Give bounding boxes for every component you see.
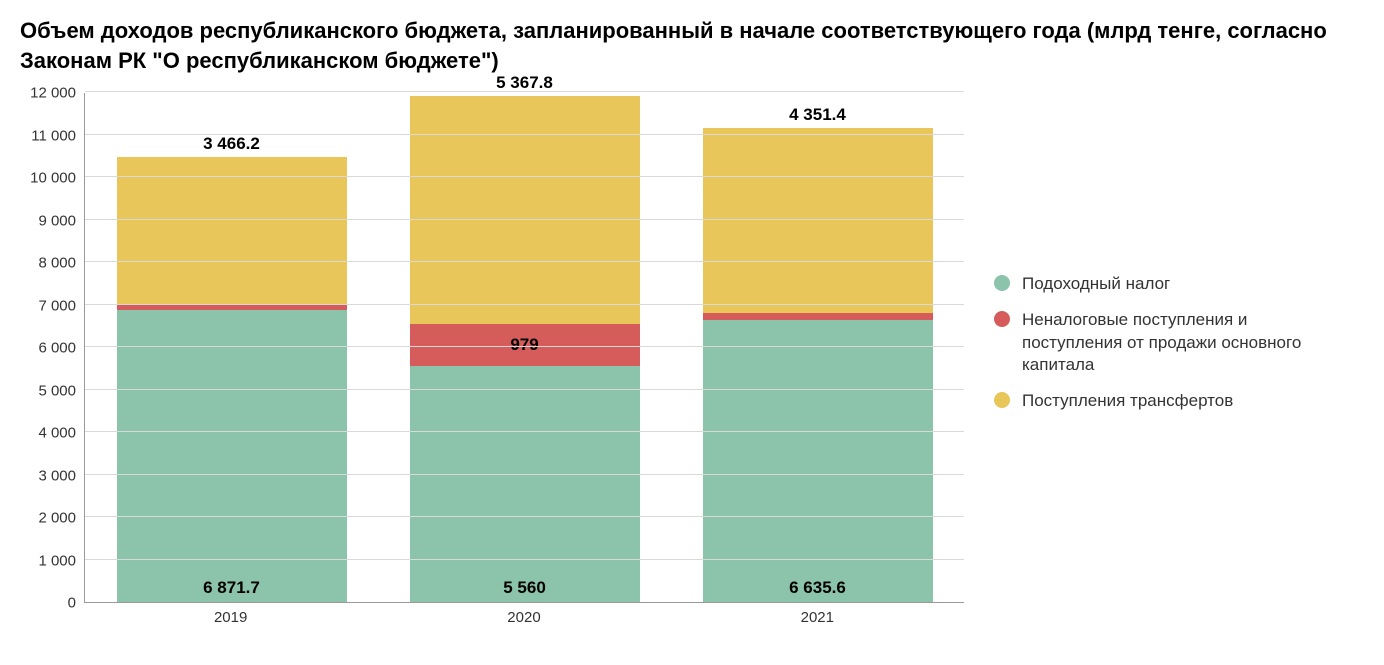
legend-swatch xyxy=(994,392,1010,408)
x-tick: 2021 xyxy=(702,609,932,626)
gridline xyxy=(85,134,964,135)
bar-segment-transfers: 3 466.2 xyxy=(117,157,347,304)
data-label: 5 367.8 xyxy=(496,73,553,93)
bar-segment-income_tax: 5 560 xyxy=(410,366,640,602)
gridline xyxy=(85,219,964,220)
gridline xyxy=(85,431,964,432)
chart-zone: 0 1 000 2 000 3 000 4 000 5 000 6 000 7 000 8 00… xyxy=(20,93,964,626)
legend-item: Поступления трансфертов xyxy=(994,390,1314,412)
gridline xyxy=(85,389,964,390)
bar-segment-non_tax xyxy=(703,313,933,320)
data-label: 5 560 xyxy=(503,578,546,598)
legend: Подоходный налог Неналоговые поступления … xyxy=(994,93,1314,425)
chart-container: Объем доходов республиканского бюджета, … xyxy=(20,16,1364,626)
legend-label: Подоходный налог xyxy=(1022,273,1170,295)
bar-segment-transfers: 4 351.4 xyxy=(703,128,933,313)
gridline xyxy=(85,304,964,305)
bar-column: 5 367.8 979 5 560 xyxy=(410,96,640,602)
bar-column: 4 351.4 6 635.6 xyxy=(703,128,933,602)
y-axis: 01 0002 0003 0004 0005 0006 0007 0008 00… xyxy=(20,93,76,603)
y-tick: 4 000 xyxy=(38,425,76,442)
gridline xyxy=(85,176,964,177)
gridline xyxy=(85,474,964,475)
y-tick: 1 000 xyxy=(38,552,76,569)
legend-swatch xyxy=(994,311,1010,327)
bar-segment-transfers: 5 367.8 xyxy=(410,96,640,324)
plot-area: 3 466.2 6 871.7 5 367.8 979 5 560 4 351.4 6 63… xyxy=(84,93,964,603)
chart-title: Объем доходов республиканского бюджета, … xyxy=(20,16,1364,75)
y-tick: 6 000 xyxy=(38,340,76,357)
data-label: 6 635.6 xyxy=(789,578,846,598)
legend-item: Неналоговые поступления и поступления от… xyxy=(994,309,1314,375)
x-tick: 2020 xyxy=(409,609,639,626)
y-tick: 3 000 xyxy=(38,467,76,484)
y-tick: 8 000 xyxy=(38,255,76,272)
data-label: 6 871.7 xyxy=(203,578,260,598)
legend-swatch xyxy=(994,275,1010,291)
bar-segment-income_tax: 6 635.6 xyxy=(703,320,933,602)
gridline xyxy=(85,559,964,560)
y-tick: 9 000 xyxy=(38,212,76,229)
gridline xyxy=(85,516,964,517)
bar-segment-non_tax: 979 xyxy=(410,324,640,366)
y-tick: 10 000 xyxy=(30,170,76,187)
legend-label: Поступления трансфертов xyxy=(1022,390,1233,412)
legend-item: Подоходный налог xyxy=(994,273,1314,295)
gridline xyxy=(85,346,964,347)
gridline xyxy=(85,91,964,92)
data-label: 3 466.2 xyxy=(203,134,260,154)
bars-layer: 3 466.2 6 871.7 5 367.8 979 5 560 4 351.4 6 63… xyxy=(85,93,964,602)
y-tick: 0 xyxy=(68,595,76,612)
gridline xyxy=(85,261,964,262)
y-tick: 11 000 xyxy=(31,127,76,144)
x-tick: 2019 xyxy=(116,609,346,626)
x-axis: 2019 2020 2021 xyxy=(84,609,964,626)
data-label: 4 351.4 xyxy=(789,105,846,125)
bar-column: 3 466.2 6 871.7 xyxy=(117,157,347,603)
chart-content: 0 1 000 2 000 3 000 4 000 5 000 6 000 7 000 8 00… xyxy=(20,93,1364,626)
y-tick: 7 000 xyxy=(38,297,76,314)
legend-label: Неналоговые поступления и поступления от… xyxy=(1022,309,1314,375)
y-tick: 12 000 xyxy=(30,85,76,102)
y-tick: 5 000 xyxy=(38,382,76,399)
y-tick: 2 000 xyxy=(38,510,76,527)
data-label: 979 xyxy=(510,335,538,355)
